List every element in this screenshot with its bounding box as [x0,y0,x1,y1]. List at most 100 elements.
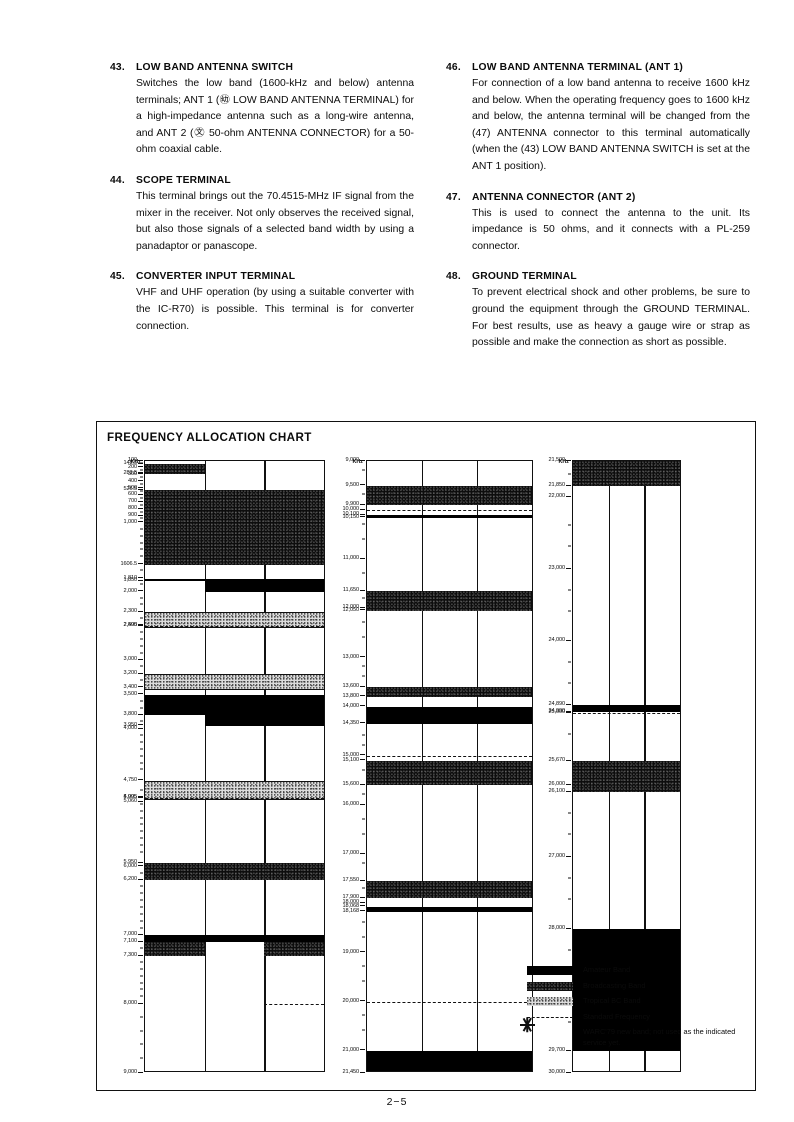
legend-label: Tropical BC Band [583,996,641,1005]
axis-tick: 1606.5 [120,561,143,567]
axis-tick-minor [140,789,143,791]
frequency-band-tropical [145,612,324,628]
axis-tick-minor [568,545,571,547]
axis-tick-minor [140,906,143,908]
axis-tick-label: 3,400 [123,683,138,690]
axis-tick: 13,000 [342,654,365,660]
axis-tick-minor [140,851,143,853]
axis-tick-label: 200 [127,463,137,470]
axis-tick: 3,950 [124,722,143,728]
axis-tick-label: 1,810 [123,574,138,581]
frequency-band-tropical [145,780,324,800]
frequency-band-broadcast [367,687,532,697]
axis-tick: 27,000 [548,853,571,859]
manual-item: 48. GROUND TERMINAL To prevent electrical … [446,271,750,351]
axis-tick-minor [140,885,143,887]
axis-tick: 100 [128,457,143,463]
axis-tick-minor [362,538,365,540]
axis-tick-label: 9,000 [123,1069,138,1075]
axis-tick: 6,000 [124,863,143,869]
frequency-band-broadcast [145,863,324,881]
axis-tick-minor [362,793,365,795]
region-headers: REGION 1REGION 2REGION 3 [145,460,324,461]
page-number: 2−5 [386,1096,408,1108]
manual-item: 47. ANTENNA CONNECTOR (ANT 2) This is used… [446,192,750,256]
axis-tick-label: 18,168 [342,907,359,914]
axis-tick-minor [140,476,143,478]
axis-tick-label: 2,500 [123,622,138,629]
legend-swatch-tropical [527,997,573,1006]
manual-item-body: Switches the low band (1600-kHz and belo… [136,78,414,156]
chart-panel: KHz 9,000 9,500 9,900 10,000 10,100 10,150 11,0… [329,457,533,1075]
axis-tick: 15,600 [342,781,365,787]
axis-tick-minor [140,837,143,839]
axis-tick-label: 2,495 [123,621,138,628]
axis-tick-minor [140,762,143,764]
axis-tick: 7,300 [123,952,143,959]
axis-tick-minor [568,949,571,951]
frequency-band-standard-frequency [264,1004,324,1006]
frequency-allocation-chart: FREQUENCY ALLOCATION CHART KHz 100 148.5 20… [96,421,756,1091]
axis-tick: 5,950 [124,859,143,865]
axis-tick-minor [362,921,365,923]
axis-tick-minor [140,892,143,894]
axis-tick-label: 3,200 [123,670,138,677]
axis-tick: 11,650 [343,587,365,593]
axis-tick-label: 17,900 [342,894,359,901]
axis-tick-minor [362,965,365,967]
axis-tick: 24,990 [548,708,571,714]
axis-tick: 148.5 [124,460,143,466]
axis-tick: 25,000 [548,709,571,715]
right-text-column: 46. LOW BAND ANTENNA TERMINAL (ANT 1) For … [446,62,750,368]
axis-tick: 1,850 [124,577,143,583]
axis-tick: 500 [128,485,143,491]
axis-tick-label: 2,300 [123,608,138,615]
manual-item-title: LOW BAND ANTENNA TERMINAL (ANT 1) [472,62,683,73]
axis-tick: 28,000 [548,925,571,931]
axis-tick: 20,000 [342,998,365,1004]
axis-tick-label: 4,995 [123,793,138,800]
manual-item: 46. LOW BAND ANTENNA TERMINAL (ANT 1) For … [446,62,750,176]
axis-tick: 7,100 [124,938,143,944]
legend-swatch-star [504,1017,550,1033]
legend-swatch-dash [527,1013,573,1022]
axis-tick-label: 18,068 [342,902,359,909]
frequency-band-broadcast [145,464,205,474]
axis-tick-minor [140,665,143,667]
axis-tick-label: 1,000 [123,518,138,525]
axis-tick-minor [362,818,365,820]
axis-tick-minor [140,490,143,492]
axis-tick-label: 14,350 [342,719,359,726]
region-divider [264,461,266,1071]
left-text-column: 43. LOW BAND ANTENNA SWITCH Switches the l… [110,62,414,368]
axis-tick: 19,000 [342,949,365,955]
axis-tick-minor [140,569,143,571]
axis-tick: 5,005 [124,794,143,800]
legend-swatch-broadcast [527,981,573,991]
axis-tick-label: 24,990 [548,708,565,715]
axis-tick: 21,000 [342,1047,365,1053]
manual-item-heading: 44. SCOPE TERMINAL [110,175,414,186]
axis-tick-minor [140,823,143,825]
axis-tick-label: 15,100 [342,756,359,763]
axis-unit-label: KHz [130,459,141,465]
axis-tick: 15,100 [342,757,365,763]
axis-tick-label: 5,060 [123,798,138,805]
axis-tick-minor [140,768,143,770]
axis-tick: 600 [128,491,143,497]
manual-item-body: To prevent electrical shock and other pr… [472,287,750,349]
axis-tick-label: 7,300 [123,952,138,959]
axis-tick: 3,200 [123,670,143,677]
axis-tick-label: 13,600 [342,683,359,690]
axis-tick-minor [362,523,365,525]
axis-tick-label: 30,000 [548,1069,565,1075]
axis-tick-minor [568,589,571,591]
axis-tick: 4,000 [124,725,143,731]
axis-tick-label: 28,000 [548,925,565,931]
axis-tick-label: 17,000 [342,850,359,857]
axis-tick: 11,000 [343,555,365,561]
axis-tick-minor [140,810,143,812]
axis-tick: 18,000 [342,899,365,905]
axis-tick-minor [362,769,365,771]
axis-tick: 2,000 [124,588,143,594]
